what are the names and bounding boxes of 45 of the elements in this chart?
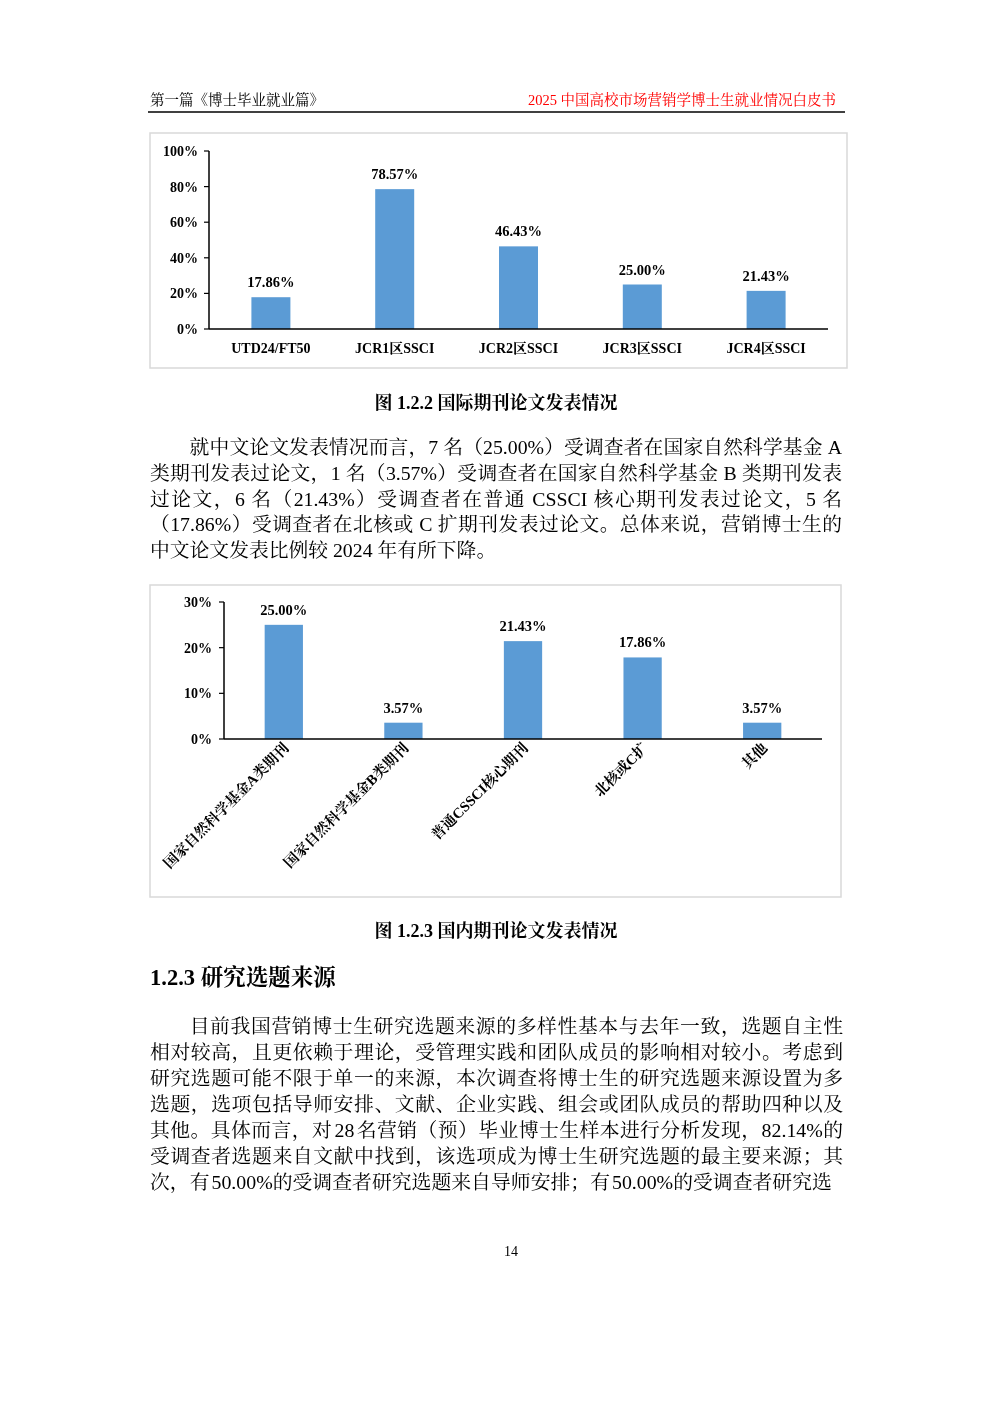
- bar: [743, 722, 782, 739]
- bar: [251, 297, 291, 329]
- text: 图 1.2.2 国际期刊论文发表情况: [374, 393, 618, 414]
- data-label: 3.57%: [742, 699, 783, 716]
- y-tick-label: 60%: [170, 215, 198, 231]
- text: 就中文论文发表情况而言，7 名（25.00%）受调查者在国家自然科学基金 A 类期刊发表过论文，1 名（3.57%）受调查者在国家自然科学基金 B 类期刊发表过论文，6 名（21.43%）受调查者在普通 CSSCI 核心期刊发表过论文，5 名（17.86%）受调查者在北核或 C 扩期刊发表过论文。总体来说，营销博士生的中文论文发表比例较 2024 年有所下降。: [150, 435, 842, 563]
- data-label: 25.00%: [618, 261, 666, 278]
- y-tick-label: 0%: [191, 731, 212, 747]
- bar: [384, 722, 423, 739]
- y-tick-label: 100%: [163, 143, 198, 159]
- data-label: 3.57%: [383, 699, 424, 716]
- x-tick-label: 其他: [738, 739, 772, 773]
- y-tick-label: 0%: [177, 321, 198, 337]
- y-tick-label: 80%: [170, 179, 198, 195]
- data-label: 17.86%: [619, 634, 667, 651]
- bar: [746, 290, 786, 329]
- text: 2025 中国高校市场营销学博士生就业情况白皮书: [527, 92, 836, 110]
- data-label: 21.43%: [499, 618, 547, 635]
- data-label: 78.57%: [371, 166, 419, 183]
- data-label: 25.00%: [260, 601, 308, 618]
- bar: [499, 246, 538, 329]
- x-tick-label: JCR1区SSCI: [355, 340, 435, 356]
- text: 14: [504, 1244, 518, 1261]
- bar: [264, 624, 303, 739]
- text: 第一篇《博士毕业就业篇》: [150, 92, 324, 110]
- y-tick-label: 20%: [184, 640, 212, 656]
- bar: [503, 641, 543, 739]
- text: 1.2.3 研究选题来源: [150, 964, 336, 991]
- x-tick-label: JCR3区SSCI: [602, 340, 682, 356]
- text: 图 1.2.3 国内期刊论文发表情况: [374, 921, 618, 942]
- data-label: 46.43%: [494, 223, 543, 240]
- x-tick-label: JCR2区SSCI: [478, 340, 559, 356]
- y-tick-label: 20%: [170, 286, 198, 302]
- y-tick-label: 30%: [184, 594, 212, 610]
- x-tick-label: 北核或C扩: [590, 738, 652, 800]
- data-label: 17.86%: [247, 274, 295, 291]
- bar: [623, 657, 662, 739]
- bar: [622, 284, 662, 329]
- y-tick-label: 10%: [184, 686, 212, 702]
- x-tick-label: UTD24/FT50: [231, 340, 311, 356]
- text: 目前我国营销博士生研究选题来源的多样性基本与去年一致，选题自主性相对较高，且更依赖于理论，受管理实践和团队成员的影响相对较小。考虑到研究选题可能不限于单一的来源，本次调查将博士生的研究选题来源设置为多选题，选项包括导师安排、文献、企业实践、组会或团队成员的帮助四种以及其他。具体而言，对 28 名营销（预）毕业博士生样本进行分析发现，82.14%的受调查者选题来自文献中找到，该选项成为博士生研究选题的最主要来源；其次，有 50.00%的受调查者研究选题来自导师安排；有 50.00%的受调查者研究选: [150, 1014, 843, 1195]
- data-label: 21.43%: [742, 267, 790, 284]
- x-tick-label: JCR4区SSCI: [726, 340, 806, 356]
- y-tick-label: 40%: [170, 250, 198, 266]
- bar: [375, 189, 415, 329]
